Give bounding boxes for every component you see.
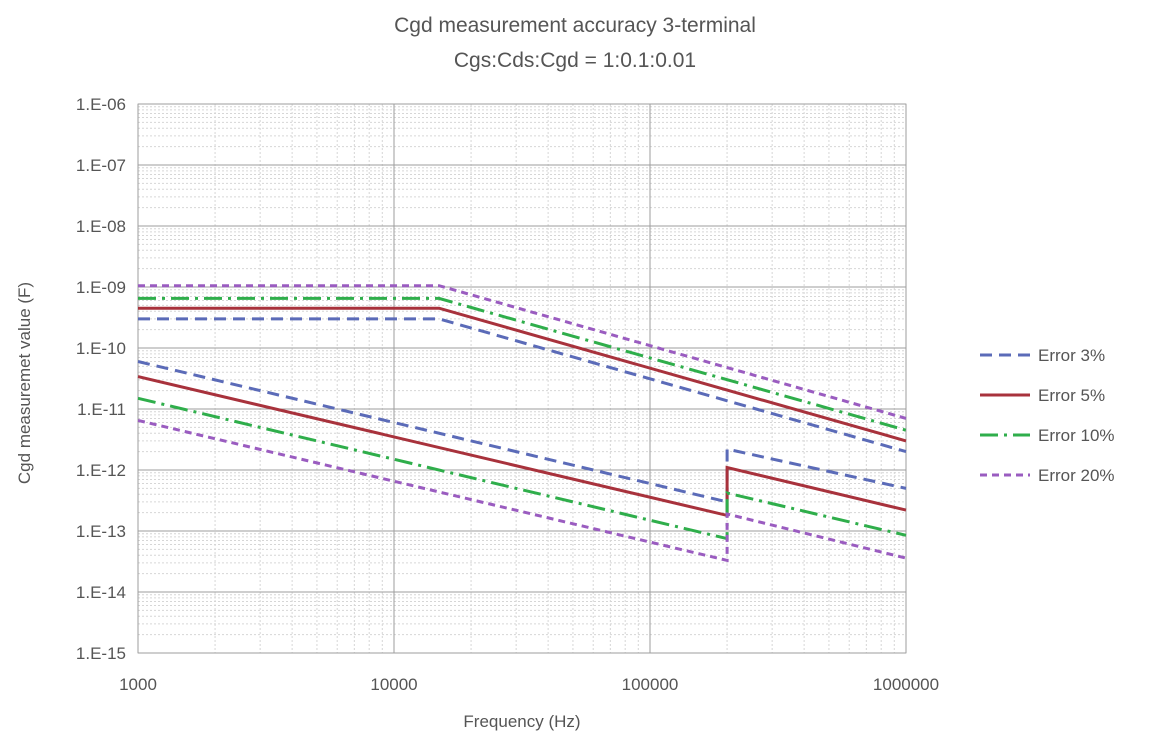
tick-labels: 1000 10000 100000 1000000 1.E-06 1.E-07 1.E-08… (76, 95, 939, 694)
series-line-upper (138, 284, 907, 420)
series-line-upper (138, 296, 907, 432)
y-tick-label: 1.E-14 (76, 583, 126, 602)
x-tick-label: 1000 (119, 675, 157, 694)
y-tick-label: 1.E-09 (76, 278, 126, 297)
y-tick-label: 1.E-10 (76, 339, 126, 358)
chart-subtitle: Cgs:Cds:Cgd = 1:0.1:0.01 (454, 49, 696, 72)
y-tick-label: 1.E-13 (76, 522, 126, 541)
series-line-lower (137, 418, 907, 563)
x-axis-title: Frequency (Hz) (463, 712, 580, 731)
legend: Error 3% Error 5% Error 10% Error 20% (980, 346, 1115, 485)
y-tick-label: 1.E-08 (76, 217, 126, 236)
x-tick-label: 1000000 (873, 675, 939, 694)
series-line-upper (138, 306, 907, 443)
legend-label: Error 10% (1038, 426, 1115, 445)
y-tick-label: 1.E-11 (77, 400, 126, 419)
legend-label: Error 5% (1038, 386, 1105, 405)
chart-title: Cgd measurement accuracy 3-terminal (394, 14, 756, 37)
legend-label: Error 3% (1038, 346, 1105, 365)
y-tick-label: 1.E-12 (76, 461, 126, 480)
y-axis-title: Cgd measuremet value (F) (15, 282, 34, 484)
x-tick-label: 100000 (622, 675, 679, 694)
plot-area (137, 103, 907, 654)
y-tick-label: 1.E-07 (76, 156, 126, 175)
grid (137, 103, 907, 654)
y-tick-label: 1.E-15 (76, 644, 126, 663)
series-lines (137, 284, 907, 563)
legend-label: Error 20% (1038, 466, 1115, 485)
y-tick-label: 1.E-06 (76, 95, 126, 114)
series-line-upper (138, 317, 907, 454)
series-line-lower (137, 375, 907, 518)
x-tick-label: 10000 (370, 675, 417, 694)
